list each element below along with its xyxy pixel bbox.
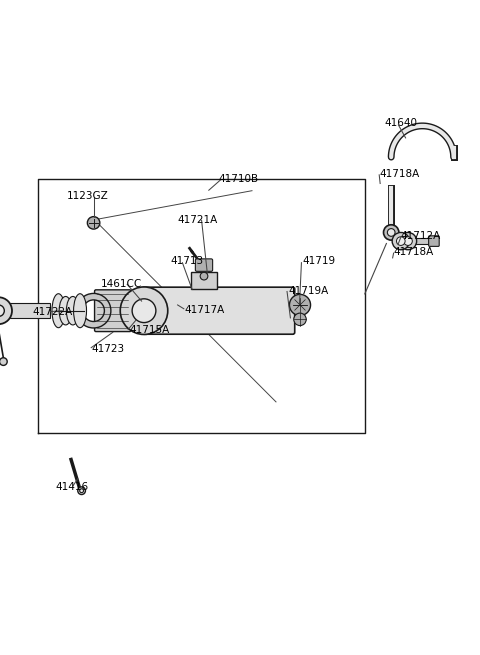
Circle shape — [396, 236, 405, 246]
Text: 41712A: 41712A — [401, 231, 441, 241]
Text: 41713: 41713 — [170, 256, 204, 267]
Bar — [191, 272, 217, 289]
Bar — [10, 303, 50, 318]
Wedge shape — [76, 293, 111, 328]
Circle shape — [392, 233, 409, 250]
Text: 41721A: 41721A — [178, 215, 218, 225]
Circle shape — [0, 358, 7, 365]
Text: 41719A: 41719A — [288, 286, 328, 295]
Text: 41719: 41719 — [302, 256, 336, 267]
Ellipse shape — [59, 297, 72, 325]
Circle shape — [87, 217, 100, 229]
Circle shape — [132, 299, 156, 322]
FancyBboxPatch shape — [195, 259, 213, 271]
FancyBboxPatch shape — [95, 290, 131, 331]
Text: 41715A: 41715A — [130, 326, 170, 335]
Bar — [396, 238, 430, 244]
Circle shape — [80, 489, 84, 493]
Text: 41723: 41723 — [91, 344, 124, 354]
Circle shape — [399, 233, 417, 250]
Circle shape — [404, 236, 412, 246]
Text: 41722A: 41722A — [33, 307, 73, 316]
Ellipse shape — [73, 293, 86, 328]
Circle shape — [387, 229, 395, 236]
Text: 1123GZ: 1123GZ — [67, 191, 109, 202]
Circle shape — [0, 297, 12, 324]
Text: 41718A: 41718A — [379, 169, 420, 179]
Circle shape — [120, 287, 168, 335]
Text: 1461CC: 1461CC — [101, 279, 142, 290]
Circle shape — [384, 225, 399, 240]
Circle shape — [289, 294, 311, 316]
Circle shape — [78, 487, 85, 495]
FancyBboxPatch shape — [429, 236, 439, 246]
Text: 41416: 41416 — [55, 482, 88, 492]
Text: 41710B: 41710B — [218, 174, 259, 183]
Ellipse shape — [52, 293, 65, 328]
Ellipse shape — [66, 297, 79, 325]
Text: 41717A: 41717A — [185, 305, 225, 315]
Circle shape — [0, 305, 4, 316]
Text: 41718A: 41718A — [394, 247, 434, 257]
Circle shape — [294, 313, 306, 326]
Circle shape — [200, 272, 208, 280]
FancyBboxPatch shape — [142, 287, 295, 334]
Text: 41640: 41640 — [384, 119, 417, 128]
